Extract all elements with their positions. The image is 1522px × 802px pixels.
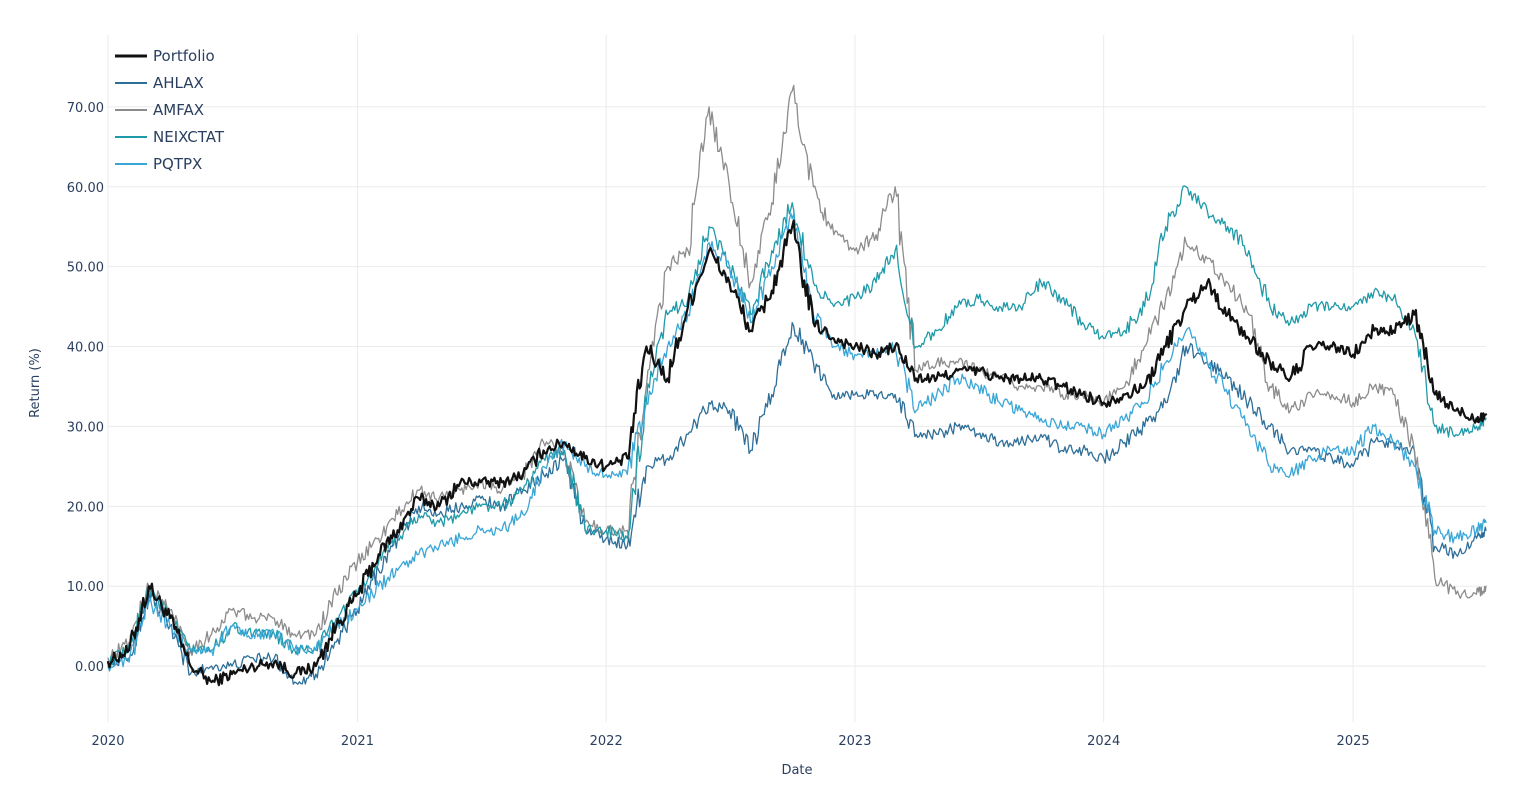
y-tick-label: 70.00 — [67, 101, 104, 116]
x-tick-label: 2021 — [341, 734, 374, 749]
y-tick-label: 40.00 — [67, 341, 104, 356]
y-tick-label: 30.00 — [67, 420, 104, 435]
series-line-ahlax — [107, 321, 1487, 685]
legend-item-portfolio[interactable]: Portfolio — [115, 47, 215, 65]
y-axis-title: Return (%) — [28, 348, 43, 418]
legend-label: Portfolio — [153, 47, 215, 65]
legend-item-pqtpx[interactable]: PQTPX — [115, 155, 202, 173]
legend-label: AMFAX — [153, 101, 204, 119]
series-line-portfolio — [106, 219, 1488, 687]
series-lines — [106, 84, 1488, 687]
y-tick-label: 20.00 — [67, 500, 104, 515]
gridlines — [107, 35, 1486, 722]
legend-item-ahlax[interactable]: AHLAX — [115, 74, 204, 92]
y-tick-label: 10.00 — [67, 580, 104, 595]
y-axis-ticks: 0.00 10.00 20.00 30.00 40.00 50.00 60.00 70.00 — [67, 101, 104, 675]
legend[interactable]: Portfolio AHLAX AMFAX NEIXCTAT PQTPX — [115, 47, 225, 173]
series-line-amfax — [107, 84, 1487, 664]
y-tick-label: 60.00 — [67, 181, 104, 196]
y-tick-label: 50.00 — [67, 261, 104, 276]
legend-label: NEIXCTAT — [153, 128, 225, 146]
x-tick-label: 2020 — [91, 734, 124, 749]
legend-item-neixctat[interactable]: NEIXCTAT — [115, 128, 225, 146]
series-line-pqtpx — [107, 212, 1487, 672]
legend-label: AHLAX — [153, 74, 204, 92]
x-tick-label: 2022 — [590, 734, 623, 749]
x-axis-ticks: 2020 2021 2022 2023 2024 2025 — [91, 734, 1369, 749]
x-tick-label: 2024 — [1087, 734, 1120, 749]
y-tick-label: 0.00 — [75, 660, 104, 675]
x-axis-title: Date — [781, 763, 812, 778]
legend-label: PQTPX — [153, 155, 202, 173]
x-tick-label: 2025 — [1337, 734, 1370, 749]
legend-item-amfax[interactable]: AMFAX — [115, 101, 204, 119]
series-line-neixctat — [107, 185, 1487, 668]
x-tick-label: 2023 — [838, 734, 871, 749]
